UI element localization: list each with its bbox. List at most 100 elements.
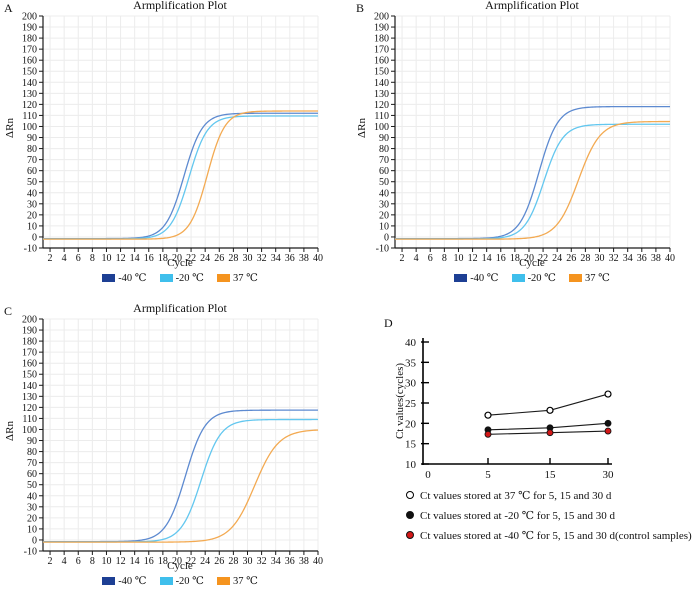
legend-item-minus20: -20 ℃ bbox=[511, 272, 556, 284]
axes bbox=[422, 338, 612, 465]
y-tick-label: 190 bbox=[374, 23, 389, 34]
y-tick-label: 20 bbox=[27, 513, 37, 524]
x-tick-label: 4 bbox=[414, 253, 419, 263]
y-tick-label: 40 bbox=[405, 337, 417, 349]
x-tick-label: 22 bbox=[538, 253, 548, 263]
panel-A: A Armplification Plot ΔRn -10 0 10 20 30 40 50… bbox=[0, 0, 350, 295]
x-tick-label: 12 bbox=[116, 556, 126, 566]
y-tick-label: 10 bbox=[405, 459, 417, 471]
x-tick-label: 34 bbox=[271, 556, 281, 566]
x-tick-label: 36 bbox=[285, 253, 295, 263]
y-tick-label: 80 bbox=[379, 144, 389, 155]
x-tick-label: 20 bbox=[172, 556, 182, 566]
filled-circle-marker bbox=[406, 511, 414, 519]
axes bbox=[394, 16, 670, 249]
amp-curve--40℃ bbox=[43, 112, 318, 240]
legend-label-minus20: -20 ℃ bbox=[527, 273, 556, 284]
y-tick-label: 120 bbox=[22, 403, 37, 414]
y-tick-label: 200 bbox=[374, 12, 389, 23]
x-tick-label: 38 bbox=[299, 556, 309, 566]
y-tick-label: 90 bbox=[379, 133, 389, 144]
legend-item-minus40: -40 ℃ bbox=[102, 575, 147, 587]
x-tick-label: 2 bbox=[400, 253, 405, 263]
legend-label-minus40: -40 ℃ bbox=[118, 576, 147, 587]
x-tick-label: 18 bbox=[158, 556, 168, 566]
y-tick-label: 180 bbox=[22, 34, 37, 45]
amp-curve-37℃ bbox=[395, 120, 671, 240]
y-tick-label: 0 bbox=[32, 535, 37, 546]
legend-item-37: 37 ℃ bbox=[216, 575, 258, 587]
legend-swatch-minus40 bbox=[454, 274, 468, 282]
legend-swatch-37 bbox=[216, 577, 230, 585]
legend-label-minus40: -40 ℃ bbox=[118, 273, 147, 284]
x-tick-label: 15 bbox=[545, 469, 557, 481]
legend-item-minus40: -40 ℃ bbox=[454, 272, 499, 284]
legend-swatch-37 bbox=[568, 274, 582, 282]
x-tick-label: 14 bbox=[482, 253, 492, 263]
y-tick-label: 10 bbox=[379, 221, 389, 232]
red-circle-marker bbox=[406, 531, 414, 539]
legend-row-minus40: Ct values stored at -40 ℃ for 5, 15 and … bbox=[406, 525, 692, 545]
y-tick-label: 50 bbox=[27, 480, 37, 491]
legend-item-minus20: -20 ℃ bbox=[159, 575, 204, 587]
x-tick-label: 16 bbox=[144, 556, 154, 566]
y-tick-label: 0 bbox=[384, 232, 389, 243]
x-tick-label: 24 bbox=[200, 253, 210, 263]
y-tick-label: -10 bbox=[24, 244, 37, 255]
legend-label-minus20: -20 ℃ bbox=[175, 576, 204, 587]
y-tick-label: -10 bbox=[376, 244, 389, 255]
ct-marker-filled-circle bbox=[484, 430, 492, 438]
y-tick-label: 60 bbox=[27, 469, 37, 480]
x-tick-label: 14 bbox=[130, 253, 140, 263]
x-tick-label: 26 bbox=[566, 253, 576, 263]
x-tick-label: 18 bbox=[510, 253, 520, 263]
x-tick-label: 18 bbox=[158, 253, 168, 263]
legend-swatch-minus40 bbox=[102, 274, 116, 282]
x-tick-label: 12 bbox=[468, 253, 478, 263]
y-tick-label: 30 bbox=[379, 199, 389, 210]
x-tick-label: 10 bbox=[101, 253, 111, 263]
legend-swatch-minus20 bbox=[511, 274, 525, 282]
panel-C-x-axis-label: Cycle bbox=[167, 560, 193, 572]
x-tick-label: 16 bbox=[144, 253, 154, 263]
axes bbox=[42, 16, 318, 249]
legend-label-minus40: Ct values stored at -40 ℃ for 5, 15 and … bbox=[420, 529, 692, 542]
x-tick-label: 22 bbox=[186, 556, 196, 566]
y-tick-label: 40 bbox=[379, 188, 389, 199]
legend-label-minus40: -40 ℃ bbox=[470, 273, 499, 284]
y-tick-label: 15 bbox=[405, 439, 417, 451]
y-tick-label: 40 bbox=[27, 491, 37, 502]
x-tick-label: 4 bbox=[62, 556, 67, 566]
gridlines bbox=[395, 15, 671, 248]
y-tick-label: 90 bbox=[27, 436, 37, 447]
y-tick-label: 160 bbox=[374, 56, 389, 67]
gridlines bbox=[43, 15, 319, 248]
legend-label-minus20: -20 ℃ bbox=[175, 273, 204, 284]
y-tick-label: 160 bbox=[22, 56, 37, 67]
x-tick-label: 2 bbox=[48, 253, 53, 263]
ct-marker-filled-circle bbox=[604, 427, 612, 435]
x-tick-label: 28 bbox=[228, 556, 238, 566]
tick-labels: -100102030405060708090100110120130140150… bbox=[22, 315, 323, 567]
panel-B-letter: B bbox=[356, 1, 365, 15]
y-tick-label: 80 bbox=[27, 144, 37, 155]
open-circle-marker bbox=[406, 491, 414, 499]
legend-row-37: Ct values stored at 37 ℃ for 5, 15 and 3… bbox=[406, 485, 692, 505]
y-tick-label: 120 bbox=[22, 100, 37, 111]
x-tick-label: 6 bbox=[428, 253, 433, 263]
y-tick-label: 50 bbox=[379, 177, 389, 188]
y-tick-label: 150 bbox=[22, 67, 37, 78]
y-tick-label: 130 bbox=[22, 89, 37, 100]
y-tick-label: 20 bbox=[405, 418, 417, 430]
x-tick-label: 10 bbox=[101, 556, 111, 566]
x-tick-label: 5 bbox=[485, 469, 491, 481]
y-tick-label: 180 bbox=[22, 337, 37, 348]
y-tick-label: 70 bbox=[27, 155, 37, 166]
y-tick-label: 170 bbox=[22, 348, 37, 359]
panel-A-plot: -100102030405060708090100110120130140150… bbox=[22, 12, 323, 264]
panel-B-plot: -100102030405060708090100110120130140150… bbox=[374, 12, 675, 264]
ct-marker-filled-circle bbox=[546, 429, 554, 437]
x-tick-label: 28 bbox=[580, 253, 590, 263]
legend-label-37: 37 ℃ bbox=[232, 576, 258, 587]
